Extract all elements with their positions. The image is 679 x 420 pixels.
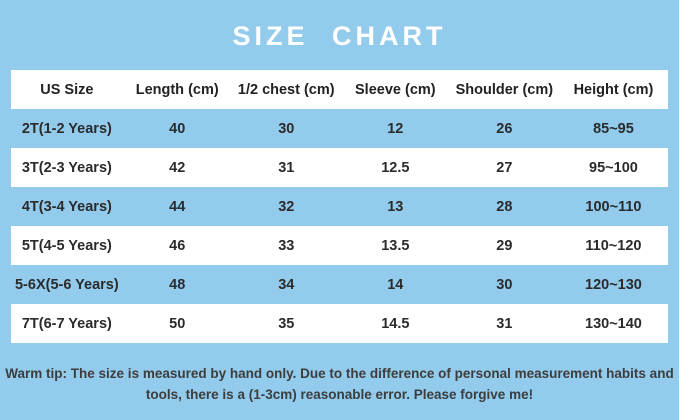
cell-size-label: 5T(4-5 Years) (21, 237, 112, 254)
cell-length: 44 (169, 198, 186, 215)
cell-half-chest: 35 (278, 315, 295, 332)
warm-tip-line-1: Warm tip: The size is measured by hand o… (5, 366, 674, 381)
cell-height: 100~110 (585, 198, 642, 215)
cell-height: 120~130 (585, 276, 642, 293)
cell-length: 42 (169, 159, 186, 176)
cell-sleeve: 12.5 (381, 159, 410, 176)
column-header-sleeve: Sleeve (cm) (355, 81, 436, 98)
cell-shoulder: 26 (496, 120, 513, 137)
warm-tip-line-2: tools, there is a (1-3cm) reasonable err… (145, 387, 534, 402)
cell-shoulder: 29 (496, 237, 513, 254)
cell-half-chest: 34 (278, 276, 295, 293)
cell-size-label: 4T(3-4 Years) (21, 198, 112, 215)
cell-size-label: 2T(1-2 Years) (21, 120, 112, 137)
cell-size-label: 7T(6-7 Years) (21, 315, 112, 332)
cell-sleeve: 14 (387, 276, 404, 293)
cell-sleeve: 13.5 (381, 237, 410, 254)
cell-half-chest: 32 (278, 198, 295, 215)
cell-length: 50 (169, 315, 186, 332)
cell-shoulder: 27 (496, 159, 513, 176)
cell-sleeve: 12 (387, 120, 404, 137)
cell-height: 110~120 (585, 237, 642, 254)
size-chart-table: US Size Length (cm) 1/2 chest (cm) Sleev… (11, 70, 668, 343)
table-row: 2T(1-2 Years) 40 30 12 26 85~95 (11, 109, 668, 148)
column-header-half-chest: 1/2 chest (cm) (237, 81, 335, 98)
cell-half-chest: 31 (278, 159, 295, 176)
cell-length: 48 (169, 276, 186, 293)
cell-size-label: 3T(2-3 Years) (21, 159, 112, 176)
cell-sleeve: 14.5 (381, 315, 410, 332)
cell-sleeve: 13 (387, 198, 404, 215)
cell-half-chest: 30 (278, 120, 295, 137)
table-row: 4T(3-4 Years) 44 32 13 28 100~110 (11, 187, 668, 226)
cell-height: 95~100 (589, 159, 638, 176)
table-row: 5T(4-5 Years) 46 33 13.5 29 110~120 (11, 226, 668, 265)
table-header-row: US Size Length (cm) 1/2 chest (cm) Sleev… (11, 70, 668, 109)
warm-tip: Warm tip: The size is measured by hand o… (0, 363, 679, 405)
cell-size-label: 5-6X(5-6 Years) (14, 276, 119, 293)
page-title: SIZE CHART (232, 21, 447, 51)
column-header-length: Length (cm) (135, 81, 219, 98)
table-row: 7T(6-7 Years) 50 35 14.5 31 130~140 (11, 304, 668, 343)
cell-length: 46 (169, 237, 186, 254)
column-header-height: Height (cm) (573, 81, 654, 98)
column-header-us-size: US Size (40, 81, 94, 98)
cell-shoulder: 30 (496, 276, 513, 293)
cell-length: 40 (169, 120, 186, 137)
table-row: 3T(2-3 Years) 42 31 12.5 27 95~100 (11, 148, 668, 187)
cell-shoulder: 31 (496, 315, 513, 332)
cell-height: 85~95 (593, 120, 634, 137)
cell-half-chest: 33 (278, 237, 295, 254)
cell-shoulder: 28 (496, 198, 513, 215)
table-row: 5-6X(5-6 Years) 48 34 14 30 120~130 (11, 265, 668, 304)
cell-height: 130~140 (585, 315, 642, 332)
column-header-shoulder: Shoulder (cm) (455, 81, 554, 98)
